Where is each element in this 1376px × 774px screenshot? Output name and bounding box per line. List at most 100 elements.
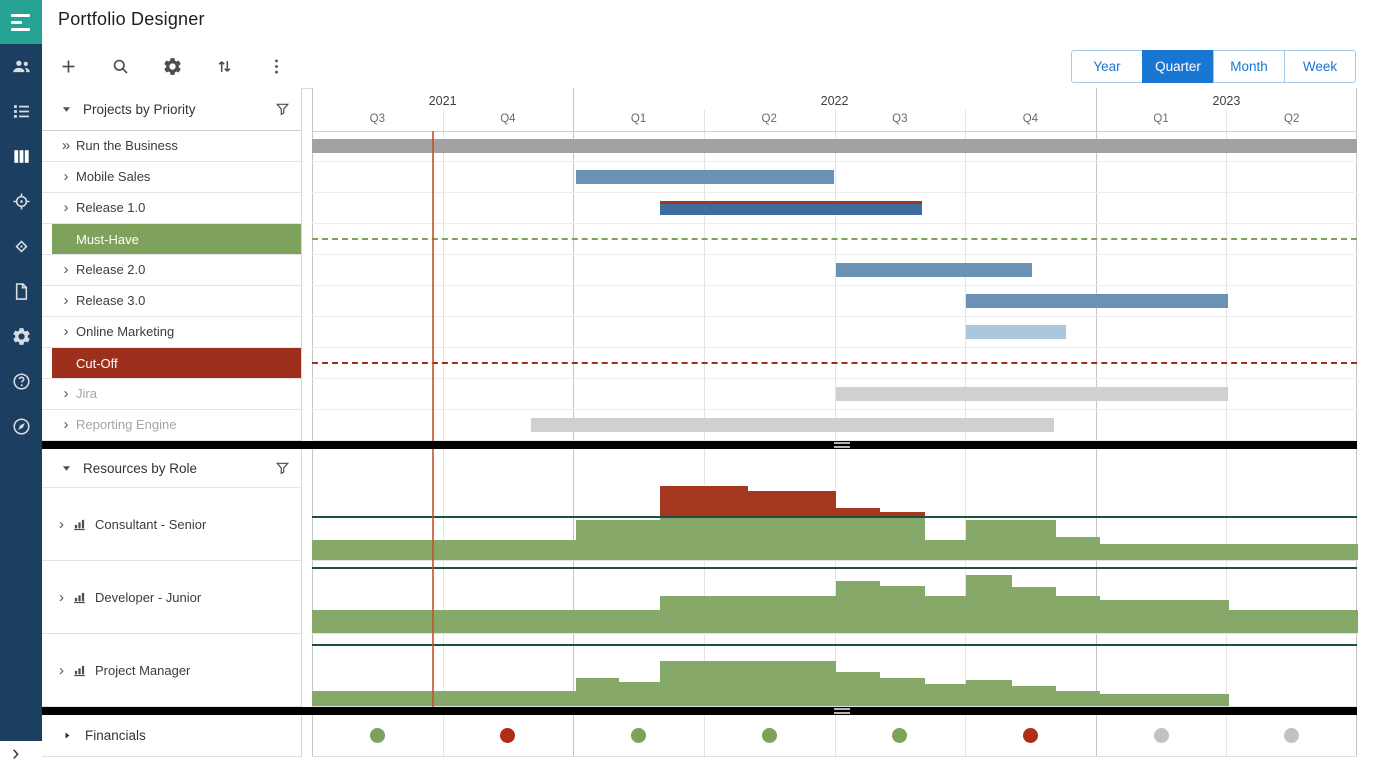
histogram-bar xyxy=(660,596,837,633)
add-icon[interactable] xyxy=(58,56,79,77)
timeline: 2021 Q3 Q4 2022 Q1 Q2 Q3 Q4 2023 Q1 Q2 xyxy=(312,88,1358,757)
year-label: 2023 xyxy=(1212,94,1241,108)
view-button-month[interactable]: Month xyxy=(1213,50,1285,83)
sidebar-milestone-icon[interactable] xyxy=(0,224,42,269)
histogram-bar xyxy=(576,678,619,706)
financial-status-dot-green[interactable] xyxy=(761,728,777,743)
grid-line xyxy=(1356,88,1357,757)
histogram-bar xyxy=(966,520,1056,560)
gantt-bar-reporting-engine[interactable] xyxy=(531,418,1054,432)
more-icon[interactable] xyxy=(266,56,287,77)
view-button-week[interactable]: Week xyxy=(1284,50,1356,83)
app-title: Portfolio Designer xyxy=(58,9,205,29)
histogram-bar xyxy=(835,581,880,633)
histogram-bar xyxy=(576,520,661,560)
sidebar-columns-icon[interactable] xyxy=(0,134,42,179)
project-row-release-3-0[interactable]: › Release 3.0 xyxy=(42,286,301,317)
financial-status-dot-red[interactable] xyxy=(1022,728,1038,743)
financial-status-dot-gray[interactable] xyxy=(1284,728,1300,743)
group-row-cut-off[interactable]: Cut-Off xyxy=(42,348,301,379)
expand-chevron[interactable]: » xyxy=(61,137,71,154)
financial-status-dot-green[interactable] xyxy=(631,728,647,743)
project-row-run-the-business[interactable]: » Run the Business xyxy=(42,131,301,162)
financial-status-dot-green[interactable] xyxy=(369,728,385,743)
gantt-bar-run-the-business[interactable] xyxy=(312,139,1357,153)
expand-chevron[interactable]: › xyxy=(63,168,69,185)
filter-icon[interactable] xyxy=(274,101,291,118)
titlebar: Portfolio Designer xyxy=(42,0,1376,44)
sidebar-settings-icon[interactable] xyxy=(0,314,42,359)
app-logo-icon[interactable] xyxy=(0,0,42,44)
expand-chevron[interactable]: › xyxy=(63,261,69,278)
resources-header-label: Resources by Role xyxy=(83,460,198,476)
horizontal-splitter[interactable] xyxy=(42,707,1357,715)
sidebar-compass-icon[interactable] xyxy=(0,404,42,449)
settings-icon[interactable] xyxy=(162,56,183,77)
gantt-bar-release-3-0[interactable] xyxy=(966,294,1229,308)
project-row-reporting-engine[interactable]: › Reporting Engine xyxy=(42,410,301,441)
project-row-release-2-0[interactable]: › Release 2.0 xyxy=(42,255,301,286)
group-row-must-have[interactable]: Must-Have xyxy=(42,224,301,255)
histogram-bar xyxy=(312,540,577,560)
search-icon[interactable] xyxy=(110,56,131,77)
filter-icon[interactable] xyxy=(274,460,291,477)
quarter-label: Q3 xyxy=(369,113,385,125)
sidebar-target-icon[interactable] xyxy=(0,179,42,224)
expand-chevron[interactable]: › xyxy=(59,661,64,679)
expand-triangle-icon[interactable] xyxy=(62,730,73,741)
histogram-bar xyxy=(924,540,967,560)
sidebar-document-icon[interactable] xyxy=(0,269,42,314)
financial-status-dot-gray[interactable] xyxy=(1153,728,1169,743)
splitter-grip-icon[interactable] xyxy=(834,708,850,714)
histogram-bar xyxy=(312,610,661,633)
sidebar-users-icon[interactable] xyxy=(0,44,42,89)
collapse-triangle-icon[interactable] xyxy=(60,103,73,116)
deadline-line-cut-off xyxy=(312,362,1357,364)
resource-row-consultant-senior[interactable]: › Consultant - Senior xyxy=(42,488,301,561)
expand-chevron[interactable]: › xyxy=(59,515,64,533)
year-label: 2021 xyxy=(428,94,457,108)
expand-chevron[interactable]: › xyxy=(59,588,64,606)
view-button-quarter[interactable]: Quarter xyxy=(1142,50,1214,83)
project-label: Mobile Sales xyxy=(76,169,151,184)
expand-chevron[interactable]: › xyxy=(63,385,69,402)
histogram-bar xyxy=(879,518,925,560)
sidebar-nav xyxy=(0,44,42,449)
financials-row[interactable]: Financials xyxy=(42,715,301,757)
project-row-online-marketing[interactable]: › Online Marketing xyxy=(42,317,301,348)
expand-chevron[interactable]: › xyxy=(63,199,69,216)
resources-panel-header: Resources by Role xyxy=(42,449,301,488)
gantt-row xyxy=(312,255,1357,286)
financials-label: Financials xyxy=(85,728,146,743)
grid-line xyxy=(443,110,444,757)
resource-label: Project Manager xyxy=(95,662,191,678)
capacity-line xyxy=(312,644,1357,646)
gantt-bar-release-1-0[interactable] xyxy=(660,201,923,215)
histogram-bar xyxy=(312,691,577,706)
gantt-bar-online-marketing[interactable] xyxy=(966,325,1067,339)
resource-row-project-manager[interactable]: › Project Manager xyxy=(42,634,301,707)
sidebar-help-icon[interactable] xyxy=(0,359,42,404)
financial-status-dot-green[interactable] xyxy=(892,728,908,743)
sidebar-task-list-icon[interactable] xyxy=(0,89,42,134)
gantt-bar-release-2-0[interactable] xyxy=(835,263,1032,277)
histogram-bar xyxy=(618,682,661,706)
collapse-triangle-icon[interactable] xyxy=(60,462,73,475)
expand-chevron[interactable]: › xyxy=(63,416,69,433)
project-row-release-1-0[interactable]: › Release 1.0 xyxy=(42,193,301,224)
expand-panel-chevron[interactable]: › xyxy=(12,740,20,765)
expand-chevron[interactable]: › xyxy=(63,292,69,309)
histogram-bar xyxy=(1098,694,1230,706)
financial-status-dot-red[interactable] xyxy=(500,728,516,743)
resource-row-developer-junior[interactable]: › Developer - Junior xyxy=(42,561,301,634)
project-row-mobile-sales[interactable]: › Mobile Sales xyxy=(42,162,301,193)
view-button-year[interactable]: Year xyxy=(1071,50,1143,83)
project-label: Online Marketing xyxy=(76,324,175,339)
gantt-bar-mobile-sales[interactable] xyxy=(576,170,835,184)
splitter-grip-icon[interactable] xyxy=(834,442,850,448)
sort-icon[interactable] xyxy=(214,56,235,77)
gantt-bar-jira[interactable] xyxy=(835,387,1229,401)
project-row-jira[interactable]: › Jira xyxy=(42,379,301,410)
expand-chevron[interactable]: › xyxy=(63,323,69,340)
horizontal-splitter[interactable] xyxy=(42,441,1357,449)
